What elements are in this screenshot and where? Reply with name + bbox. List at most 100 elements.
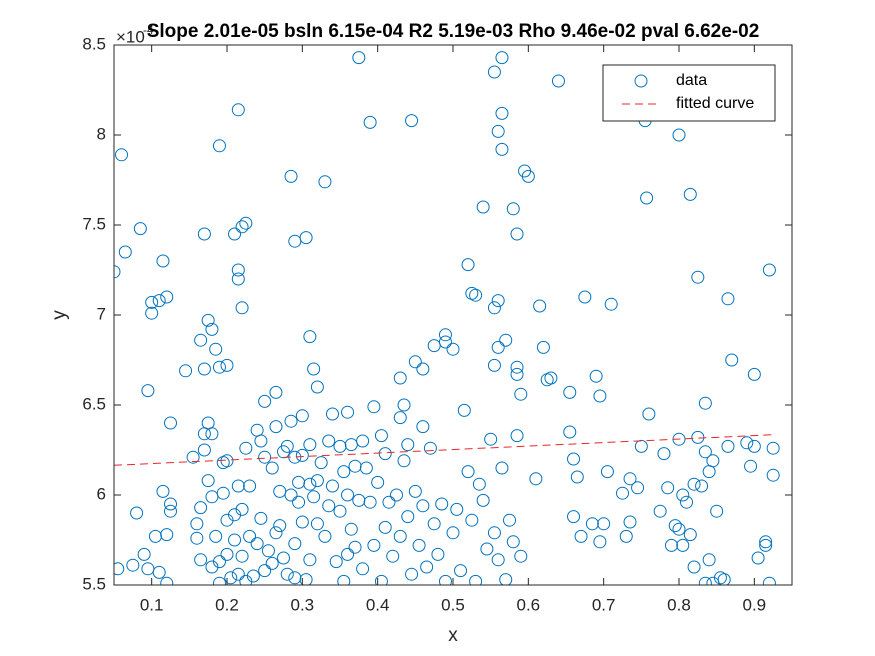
data-point: [194, 553, 208, 567]
data-point: [280, 567, 294, 581]
data-point: [359, 461, 373, 475]
x-tick-label: 0.9: [743, 595, 767, 614]
data-point: [751, 551, 765, 565]
data-point: [390, 488, 403, 502]
data-point: [220, 547, 234, 561]
data-point: [114, 265, 121, 279]
data-point: [284, 488, 298, 502]
data-point: [465, 513, 479, 527]
data-point: [683, 528, 697, 542]
x-tick-label: 0.2: [215, 595, 239, 614]
data-point: [623, 472, 637, 486]
x-tick-label: 0.7: [592, 595, 616, 614]
data-point: [491, 124, 505, 138]
y-tick-label: 5.5: [82, 574, 106, 593]
data-point: [698, 445, 712, 459]
data-point: [725, 353, 739, 367]
data-point: [231, 272, 245, 286]
data-point: [164, 497, 177, 511]
data-point: [405, 114, 419, 128]
data-point: [521, 169, 535, 183]
data-point: [258, 564, 272, 578]
data-point: [642, 407, 656, 421]
data-point: [378, 447, 392, 461]
data-point: [510, 360, 524, 374]
data-point: [574, 529, 588, 543]
data-point: [454, 564, 468, 578]
data-point: [235, 502, 249, 516]
data-point: [491, 294, 505, 308]
data-point: [514, 387, 528, 401]
data-point: [243, 479, 257, 493]
y-axis-label: y: [49, 310, 70, 320]
data-point: [152, 565, 166, 579]
data-point: [243, 529, 257, 543]
data-point: [710, 504, 724, 518]
data-point: [363, 115, 377, 129]
data-point: [747, 439, 761, 453]
data-point: [487, 65, 501, 79]
data-point: [397, 454, 411, 468]
data-point: [295, 515, 309, 529]
data-point: [303, 553, 317, 567]
data-point: [691, 430, 705, 444]
data-point: [604, 297, 618, 311]
data-point: [114, 562, 125, 576]
data-point: [265, 461, 279, 475]
data-point: [288, 537, 302, 551]
data-point: [529, 472, 543, 486]
data-point: [593, 389, 607, 403]
data-point: [126, 558, 140, 572]
data-point: [672, 522, 686, 536]
data-point: [412, 538, 426, 552]
x-axis-label: x: [448, 625, 458, 646]
data-point: [374, 574, 388, 585]
data-point: [254, 511, 268, 525]
data-point: [510, 367, 524, 381]
data-point: [676, 538, 690, 552]
data-point: [721, 439, 735, 453]
data-point: [762, 576, 776, 585]
data-point: [216, 486, 230, 500]
data-point: [303, 438, 317, 452]
data-point: [235, 220, 249, 234]
data-point: [254, 434, 268, 448]
data-point: [284, 414, 298, 428]
data-point: [766, 468, 780, 482]
data-point: [653, 504, 667, 518]
data-point: [363, 495, 377, 509]
data-point: [269, 385, 283, 399]
data-point: [310, 380, 324, 394]
data-point: [393, 529, 407, 543]
data-point: [344, 522, 358, 536]
data-point: [619, 529, 633, 543]
data-point: [570, 470, 584, 484]
data-point: [280, 439, 294, 453]
data-point: [239, 441, 253, 455]
data-point: [197, 443, 211, 457]
legend-label: data: [676, 72, 707, 89]
data-point: [337, 574, 351, 585]
data-point: [664, 538, 678, 552]
data-point: [457, 403, 471, 417]
data-point: [273, 519, 287, 533]
y-tick-label: 7: [97, 304, 106, 323]
data-point: [514, 549, 528, 563]
data-point: [766, 441, 780, 455]
data-point: [476, 200, 490, 214]
data-point: [495, 106, 509, 120]
data-point: [228, 533, 242, 547]
data-point: [160, 290, 174, 304]
data-point: [435, 497, 449, 511]
data-point: [258, 450, 272, 464]
data-point: [393, 371, 407, 385]
data-point: [277, 551, 290, 565]
data-point: [337, 465, 351, 479]
data-point: [295, 409, 309, 423]
data-point: [145, 295, 159, 309]
data-point: [156, 484, 170, 498]
data-point: [698, 396, 712, 410]
data-point: [322, 499, 336, 513]
data-point: [329, 555, 343, 569]
data-point: [747, 367, 761, 381]
